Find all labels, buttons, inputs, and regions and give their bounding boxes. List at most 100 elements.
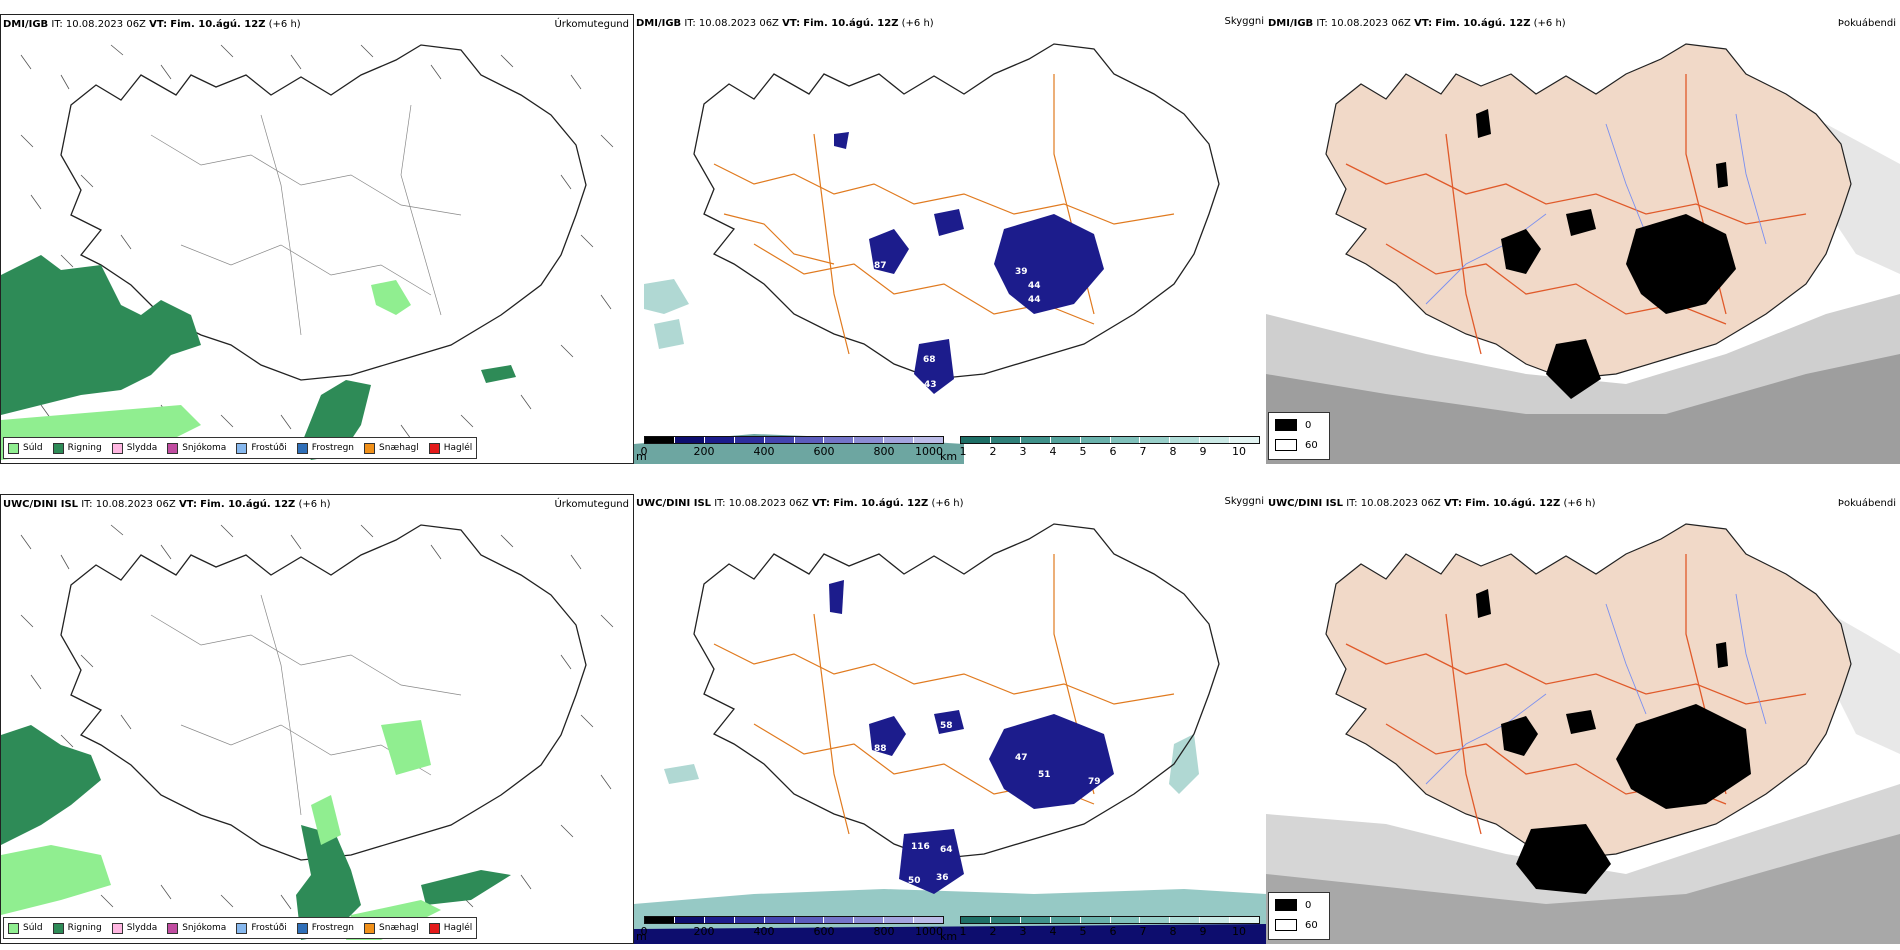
cloud-base-label: 51 [1038,770,1051,780]
panel-fog-indicator-dmi: DMI/IGB IT: 10.08.2023 06Z VT: Fim. 10.á… [1266,14,1900,464]
legend-label: Haglél [443,923,473,933]
iceland-coastline [693,43,1220,380]
it-value: 10.08.2023 06Z [1330,18,1411,29]
tick-label: 7 [1139,925,1147,938]
it-label: IT: [1316,18,1328,29]
tick-label: 5 [1079,445,1087,458]
precip-type-legend: Súld Rigning Slydda Snjókoma Frostúði Fr… [3,437,478,459]
iceland-coastline [60,44,587,381]
offset: (+6 h) [1563,498,1596,509]
iceland-coastline [60,524,587,861]
legend-swatch [296,442,308,454]
legend-label: 0 [1305,899,1312,911]
wind-barbs [20,44,614,440]
legend-swatch [364,922,376,934]
product-name: Þokuábendi [1837,498,1896,509]
cloud-base-unit: m [636,930,647,943]
cloud-base-label: 44 [1028,295,1041,305]
legend-label: Haglél [443,443,473,453]
legend-swatch [52,442,64,454]
legend-label: Snæhagl [379,923,419,933]
vt-label: VT: [782,18,801,29]
tick-label: 800 [873,445,895,458]
legend-label: 60 [1305,919,1318,931]
offset: (+6 h) [901,18,934,29]
tick-label: 2 [989,925,997,938]
offset: (+6 h) [298,499,331,510]
fog-legend: 0 60 [1268,412,1330,460]
legend-label: Frostúði [251,443,287,453]
model-name: DMI/IGB [1268,18,1314,29]
vt-value: Fim. 10.ágú. 12Z [833,498,929,509]
tick-label: 200 [693,925,715,938]
visibility-unit: km [940,930,958,943]
legend-item: Rigning [52,442,102,454]
legend-swatch [1275,919,1297,931]
iceland-map [1,524,614,940]
legend-item: Rigning [52,922,102,934]
fog-areas [664,734,1199,794]
tick-label: 9 [1199,925,1207,938]
iceland-coastline [693,523,1220,860]
fog-areas [1476,589,1751,894]
legend-item: Slydda [111,922,158,934]
tick-label: 4 [1049,925,1057,938]
rain-area [1,255,201,415]
product-name: Úrkomutegund [554,499,629,510]
cloud-base-label: 47 [1015,753,1028,763]
legend-item: 0 [1275,899,1311,911]
vt-label: VT: [1414,18,1433,29]
low-cloud-areas [829,580,1114,894]
tick-label: 400 [753,925,775,938]
product-name: Þokuábendi [1837,18,1896,29]
legend-label: Snjókoma [182,443,227,453]
tick-label: 6 [1109,925,1117,938]
panel-header: UWC/DINI ISL IT: 10.08.2023 06Z VT: Fim.… [3,499,331,510]
it-value: 10.08.2023 06Z [698,18,779,29]
legend-item: Snæhagl [364,922,419,934]
tick-label: 5 [1079,925,1087,938]
legend-swatch [236,922,248,934]
legend-label: Frostregn [311,443,355,453]
iceland-map [1266,43,1900,464]
it-label: IT: [714,498,726,509]
legend-swatch [111,442,123,454]
legend-item: Snæhagl [364,442,419,454]
it-value: 10.08.2023 06Z [728,498,809,509]
tick-label: 0 [640,445,648,458]
legend-swatch [1275,899,1297,911]
it-label: IT: [1346,498,1358,509]
legend-swatch [236,442,248,454]
tick-label: 3 [1019,925,1027,938]
fog-areas [1476,109,1736,399]
legend-swatch [52,922,64,934]
drizzle-area [1,845,111,915]
cloud-base-label: 58 [940,721,953,731]
vt-label: VT: [178,499,197,510]
cloud-base-label: 39 [1015,267,1028,277]
legend-label: Slydda [126,443,158,453]
vt-value: Fim. 10.ágú. 12Z [1465,498,1561,509]
legend-swatch [364,442,376,454]
legend-label: Rigning [67,443,102,453]
product-name: Skyggni [1224,16,1264,27]
panel-precip-type-dmi: DMI/IGB IT: 10.08.2023 06Z VT: Fim. 10.á… [0,14,634,464]
tick-label: 1 [959,445,967,458]
legend-swatch [1275,419,1297,431]
tick-label: 1000 [915,925,943,938]
legend-label: Snæhagl [379,443,419,453]
iceland-map [1266,523,1900,944]
legend-label: Súld [23,443,43,453]
iceland-map: 87 54 39 44 44 68 43 [634,43,1220,464]
cloud-base-label: 79 [1088,777,1101,787]
it-value: 10.08.2023 06Z [1360,498,1441,509]
legend-item: 60 [1275,439,1318,451]
model-name: DMI/IGB [3,19,49,30]
panel-fog-indicator-uwc: UWC/DINI ISL IT: 10.08.2023 06Z VT: Fim.… [1266,494,1900,944]
legend-item: Frostregn [296,442,355,454]
legend-item: Súld [8,442,43,454]
cloud-base-label: 68 [923,355,936,365]
visibility-unit: km [940,450,958,463]
legend-label: Slydda [126,923,158,933]
tick-label: 2 [989,445,997,458]
